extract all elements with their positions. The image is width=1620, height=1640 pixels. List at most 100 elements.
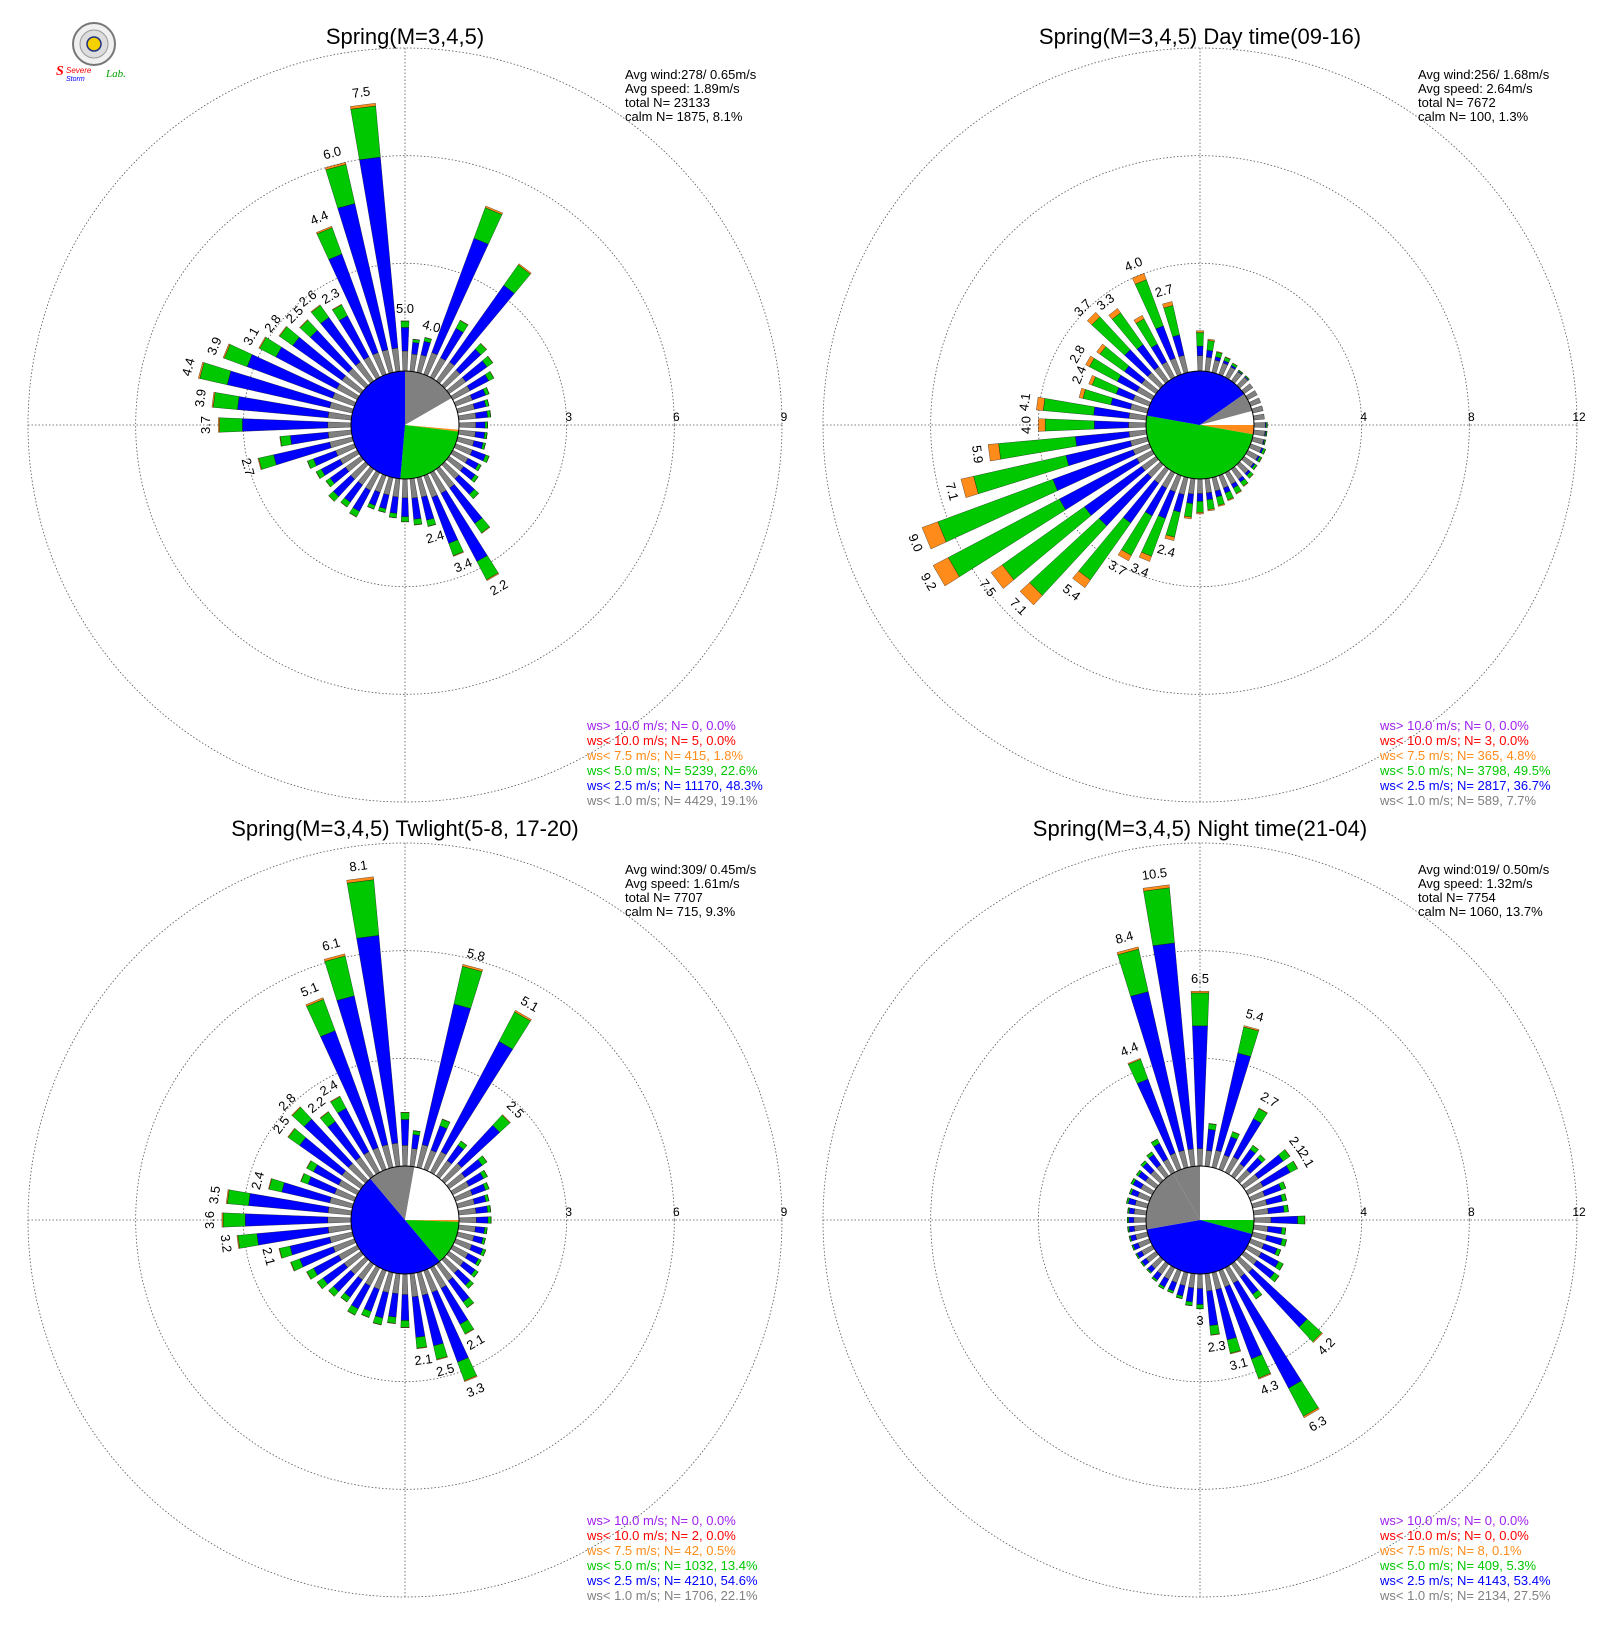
- radial-tick-label: 9: [781, 1205, 788, 1219]
- range-ring: [930, 155, 1470, 695]
- range-ring: [1037, 1057, 1363, 1383]
- calm-speed-bar: [456, 1231, 475, 1242]
- high-speed-bar: [483, 443, 486, 450]
- calm-speed-bar: [458, 429, 476, 438]
- high-speed-bar: [518, 263, 532, 275]
- calm-speed-bar: [1133, 1217, 1147, 1223]
- high-speed-bar: [346, 876, 374, 884]
- radial-tick-label: 4: [1360, 1205, 1367, 1219]
- calm-speed-bar: [1187, 1148, 1196, 1167]
- moderate-speed-bar: [1196, 1304, 1204, 1309]
- high-speed-bar: [1140, 1261, 1145, 1267]
- calm-speed-bar: [1253, 1224, 1269, 1232]
- calm-speed-bar: [1178, 1150, 1189, 1169]
- high-speed-bar: [291, 1106, 301, 1116]
- high-speed-bar: [1258, 1107, 1268, 1114]
- calm-speed-bar: [391, 347, 401, 372]
- panel-title: Spring(M=3,4,5) Twlight(5-8, 17-20): [231, 816, 578, 841]
- high-speed-bar: [1142, 884, 1170, 892]
- low-speed-bar: [1172, 334, 1185, 357]
- high-speed-bar: [1266, 430, 1268, 437]
- low-speed-bar: [1093, 406, 1130, 419]
- direction-value-label: 4.0: [1122, 254, 1144, 275]
- calm-speed-bar: [1133, 1208, 1147, 1216]
- moderate-speed-bar: [1045, 418, 1095, 432]
- stats-line: Avg speed: 2.64m/s: [1418, 81, 1533, 96]
- direction-value-label: 2.7: [239, 456, 258, 477]
- moderate-speed-bar: [1297, 1215, 1305, 1225]
- high-speed-bar: [481, 1155, 488, 1163]
- calm-speed-bar: [1179, 1271, 1189, 1286]
- svg-text:Storm: Storm: [66, 76, 85, 83]
- calm-speed-bar: [1251, 436, 1265, 445]
- high-speed-bar: [218, 417, 220, 433]
- stats-line: calm N= 1060, 13.7%: [1418, 904, 1543, 919]
- high-speed-bar: [221, 1212, 224, 1228]
- low-speed-bar: [470, 388, 486, 401]
- calm-speed-bar: [1253, 429, 1266, 437]
- high-speed-bar: [1218, 503, 1225, 507]
- calm-speed-bar: [1253, 422, 1266, 428]
- panel-title: Spring(M=3,4,5) Day time(09-16): [1039, 24, 1361, 49]
- high-speed-bar: [1245, 375, 1250, 380]
- direction-value-label: 7.5: [351, 84, 371, 101]
- moderate-speed-bar: [1206, 498, 1215, 510]
- high-speed-bar: [300, 1173, 305, 1182]
- direction-value-label: 4.1: [1016, 392, 1033, 412]
- low-speed-bar: [411, 1296, 426, 1338]
- direction-value-label: 2.6: [296, 287, 319, 310]
- radial-tick-label: 12: [1572, 410, 1586, 424]
- high-speed-bar: [483, 1169, 488, 1177]
- range-ring: [135, 950, 675, 1490]
- direction-value-label: 4.4: [179, 356, 198, 377]
- calm-speed-bar: [1197, 1148, 1203, 1167]
- calm-pie-slice: [1200, 371, 1245, 425]
- legend-entry: ws< 10.0 m/s; N= 5, 0.0%: [586, 733, 736, 748]
- high-speed-bar: [349, 512, 357, 518]
- low-speed-bar: [1185, 1287, 1194, 1303]
- calm-speed-bar: [1253, 1208, 1269, 1216]
- calm-speed-bar: [1251, 405, 1264, 414]
- svg-text:S: S: [56, 64, 64, 79]
- moderate-speed-bar: [1117, 948, 1149, 997]
- calm-speed-bar: [1128, 412, 1147, 421]
- high-speed-bar: [378, 510, 386, 513]
- radial-tick-label: 3: [565, 410, 572, 424]
- calm-speed-bar: [401, 1273, 409, 1295]
- low-speed-bar: [1206, 1290, 1219, 1326]
- low-speed-bar: [400, 1119, 410, 1146]
- high-speed-bar: [236, 1235, 240, 1249]
- direction-value-label: 3.3: [464, 1380, 486, 1401]
- calm-pie-slice: [400, 425, 459, 479]
- high-speed-bar: [1135, 1169, 1141, 1176]
- moderate-speed-bar: [1190, 992, 1210, 1026]
- calm-speed-bar: [1188, 1273, 1196, 1289]
- low-speed-bar: [474, 431, 485, 439]
- radial-tick-label: 6: [673, 1205, 680, 1219]
- high-speed-bar: [1208, 1123, 1217, 1125]
- high-speed-bar: [486, 455, 490, 463]
- moderate-speed-bar: [222, 1212, 246, 1228]
- calm-speed-bar: [1204, 1273, 1213, 1292]
- high-speed-bar: [1282, 1181, 1287, 1189]
- direction-value-label: 3: [1196, 1313, 1203, 1328]
- direction-value-label: 3.1: [1228, 1354, 1249, 1373]
- low-speed-bar: [411, 497, 422, 520]
- low-speed-bar: [472, 1235, 484, 1244]
- calm-speed-bar: [456, 1198, 475, 1209]
- direction-value-label: 3.4: [1129, 560, 1151, 581]
- low-speed-bar: [1265, 1234, 1283, 1246]
- legend-entry: ws< 7.5 m/s; N= 42, 0.5%: [586, 1543, 736, 1558]
- high-speed-bar: [1284, 1149, 1291, 1157]
- calm-speed-bar: [1253, 413, 1265, 421]
- high-speed-bar: [1224, 356, 1231, 360]
- high-speed-bar: [1312, 1332, 1323, 1343]
- low-speed-bar: [1196, 1288, 1204, 1305]
- direction-value-label: 4.4: [308, 207, 330, 228]
- direction-value-label: 2.1: [259, 1246, 278, 1267]
- moderate-speed-bar: [1184, 502, 1193, 518]
- high-speed-bar: [1116, 946, 1139, 955]
- calm-pie-slice: [1200, 425, 1254, 435]
- high-speed-bar: [1284, 1227, 1287, 1235]
- high-speed-bar: [1232, 1131, 1240, 1135]
